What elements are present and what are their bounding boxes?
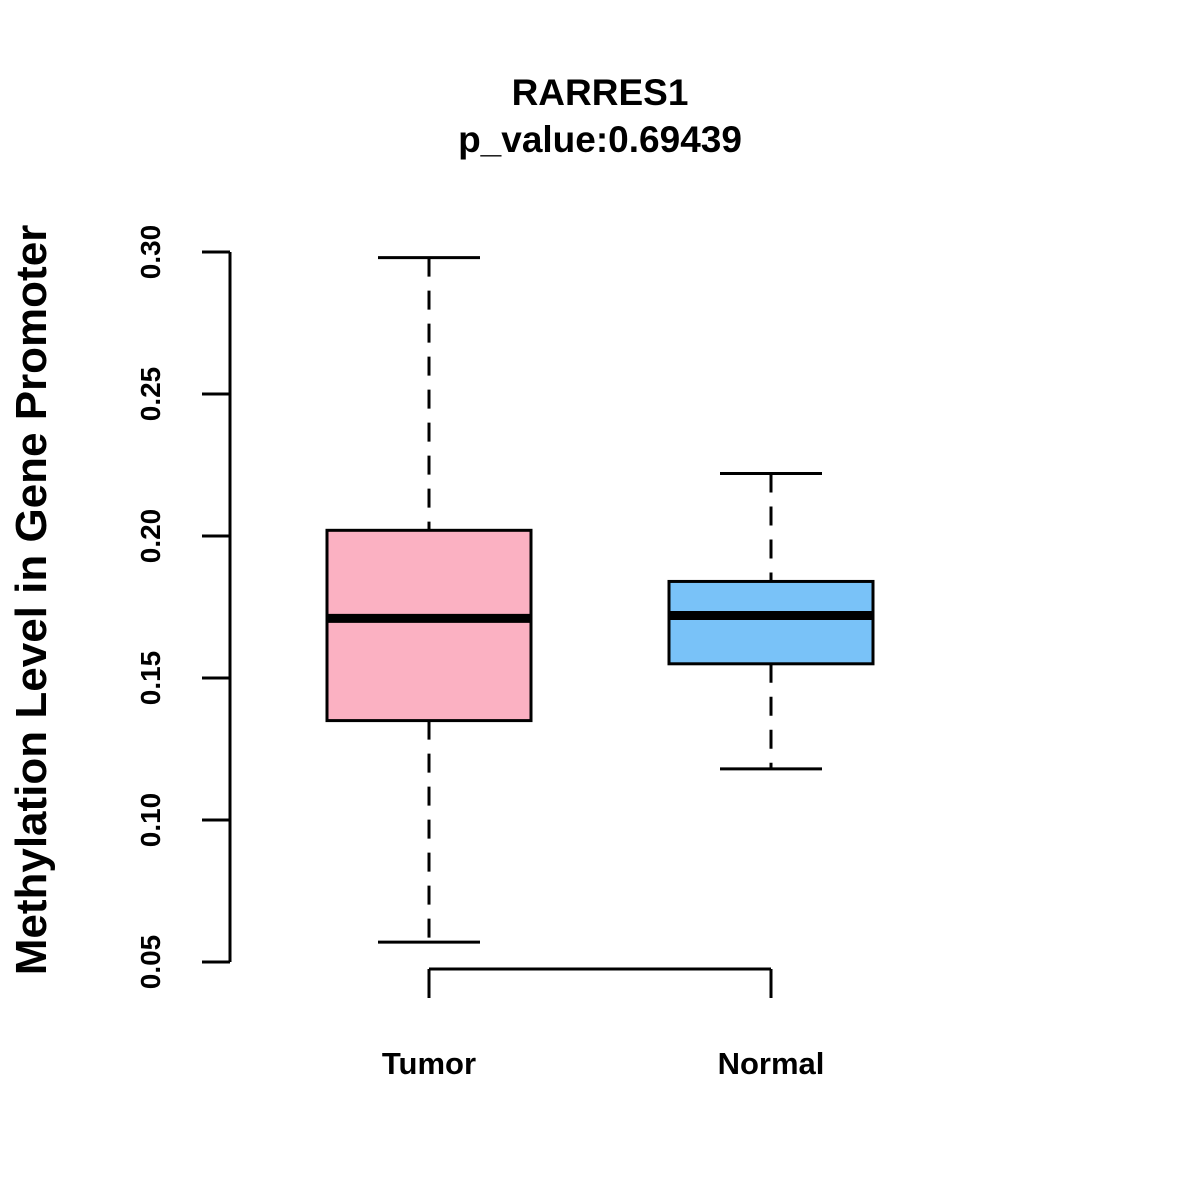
- y-tick-label-0: 0.05: [135, 935, 166, 990]
- chart-title: RARRES1: [512, 72, 689, 113]
- y-tick-label-4: 0.25: [135, 367, 166, 422]
- y-tick-label-5: 0.30: [135, 225, 166, 280]
- x-tick-label-tumor: Tumor: [382, 1046, 476, 1081]
- iqr-box-tumor: [325, 528, 533, 723]
- x-tick-label-normal: Normal: [718, 1046, 825, 1081]
- x-axis: Tumor Normal: [382, 967, 825, 1081]
- box-normal: [667, 472, 875, 771]
- y-axis: 0.05 0.10 0.15 0.20 0.25 0.30: [135, 225, 232, 990]
- iqr-box-normal: [667, 579, 875, 666]
- y-tick-label-1: 0.10: [135, 793, 166, 848]
- y-tick-label-2: 0.15: [135, 651, 166, 706]
- y-axis-label: Methylation Level in Gene Promoter: [7, 225, 56, 976]
- box-tumor: [325, 256, 533, 944]
- boxes-group: [325, 256, 875, 944]
- chart-subtitle: p_value:0.69439: [458, 119, 742, 160]
- y-tick-label-3: 0.20: [135, 509, 166, 564]
